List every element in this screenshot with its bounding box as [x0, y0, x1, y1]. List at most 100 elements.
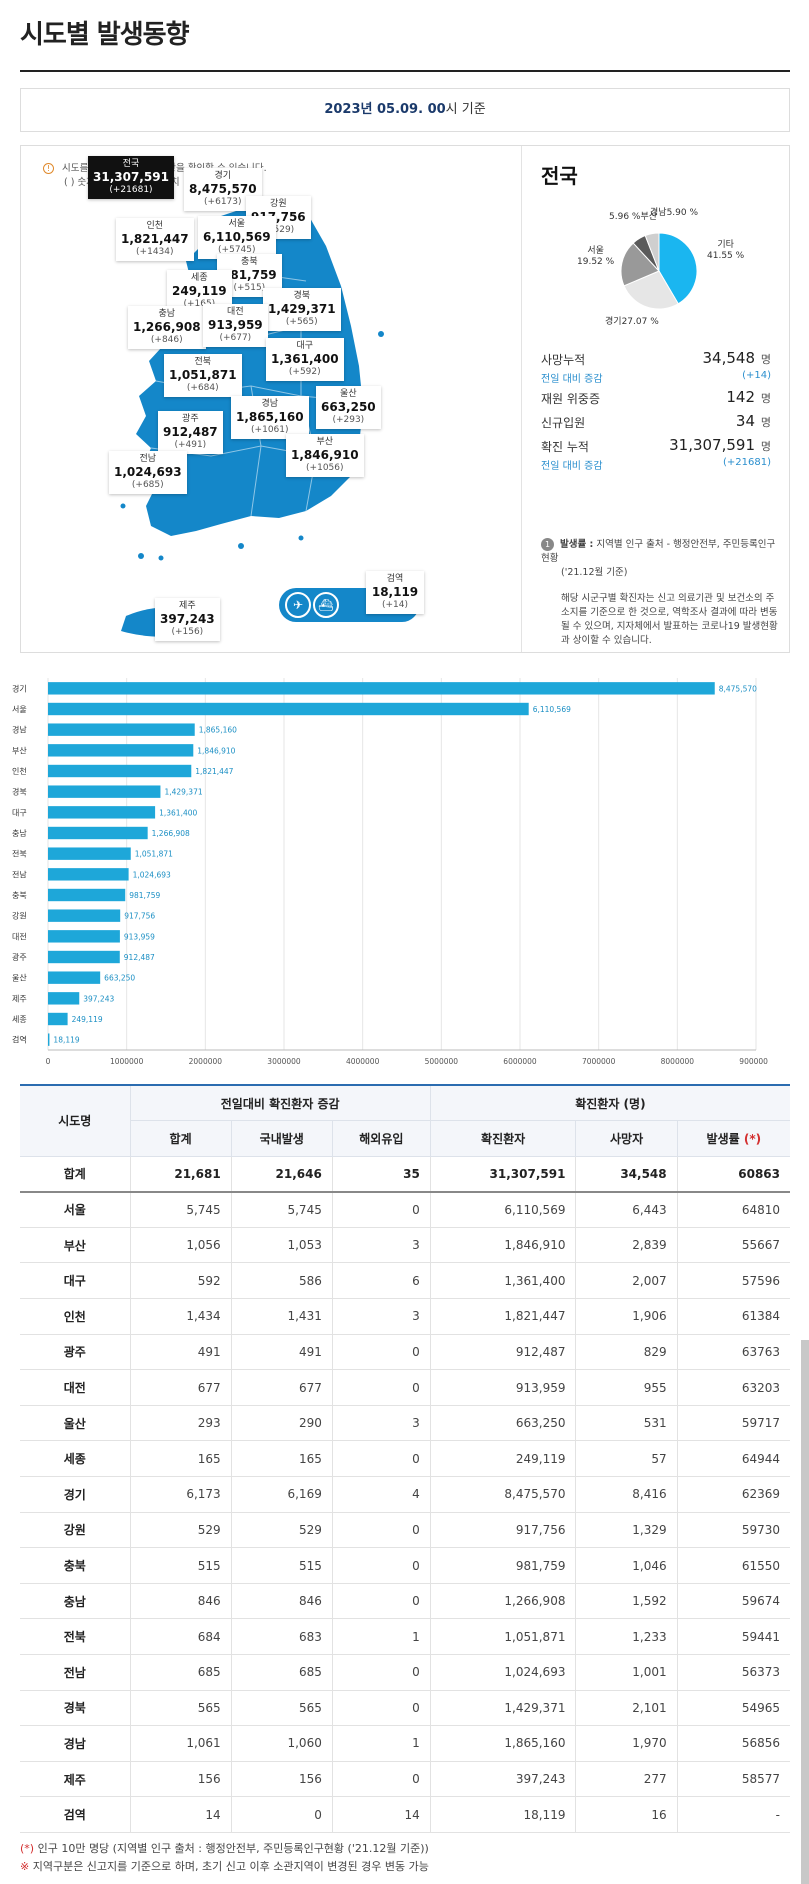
table-cell: 34,548 — [575, 1155, 678, 1193]
table-cell: 60863 — [676, 1155, 790, 1193]
region-label-gyeongnam[interactable]: 경남 1,865,160 (+1061) — [231, 396, 309, 439]
y-category-label: 충북 — [12, 891, 27, 900]
pie-label-etc: 기타 41.55 % — [707, 240, 745, 261]
bar[interactable] — [48, 971, 101, 984]
region-label-ulsan[interactable]: 울산 663,250 (+293) — [316, 386, 381, 429]
table-row: 인천 1,434 1,431 3 1,821,447 1,906 61384 — [20, 1298, 790, 1335]
bar[interactable] — [48, 702, 529, 716]
table-cell: 6,173 — [129, 1476, 232, 1513]
bar[interactable] — [48, 847, 131, 860]
table-cell: 565 — [129, 1689, 232, 1727]
table-cell: 515 — [230, 1547, 333, 1584]
table-cell: 14 — [331, 1796, 431, 1833]
table-cell: 515 — [129, 1547, 232, 1584]
bar[interactable] — [48, 785, 161, 798]
table-cell: 565 — [230, 1689, 333, 1727]
table-cell: 0 — [331, 1547, 431, 1584]
table-cell: 829 — [575, 1333, 678, 1371]
cell-region: 강원 — [20, 1511, 131, 1549]
table-cell: 1,060 — [230, 1725, 333, 1762]
table-cell: 4 — [331, 1476, 431, 1513]
bar[interactable] — [48, 888, 126, 902]
cell-region: 전남 — [20, 1654, 131, 1691]
region-label-quarantine[interactable]: 검역 18,119 (+14) — [366, 571, 424, 614]
table-cell: 1,051,871 — [429, 1618, 577, 1655]
bar[interactable] — [48, 992, 80, 1005]
bar[interactable] — [48, 868, 129, 881]
table-cell: 529 — [129, 1511, 232, 1549]
bar[interactable] — [48, 826, 148, 840]
info-number-icon: 1 — [541, 538, 554, 551]
pie-label-gyeonggi: 경기27.07 % — [605, 317, 659, 327]
table-cell: 677 — [230, 1369, 333, 1406]
bar[interactable] — [48, 764, 192, 778]
table-cell: 3 — [331, 1298, 431, 1335]
y-category-label: 서울 — [12, 705, 27, 714]
table-cell: 684 — [129, 1618, 232, 1655]
bar[interactable] — [48, 682, 715, 695]
bar[interactable] — [48, 930, 120, 943]
table-cell: 2,101 — [575, 1689, 678, 1727]
region-label-chungnam[interactable]: 충남 1,266,908 (+846) — [128, 306, 206, 349]
cell-region: 합계 — [20, 1155, 131, 1193]
region-label-incheon[interactable]: 인천 1,821,447 (+1434) — [116, 218, 194, 261]
bar[interactable] — [48, 744, 194, 757]
cell-region: 부산 — [20, 1226, 131, 1264]
title-divider — [20, 70, 790, 72]
y-category-label: 충남 — [12, 829, 27, 838]
y-category-label: 검역 — [12, 1035, 27, 1045]
ulleungdo-island — [378, 331, 384, 337]
region-label-sejong[interactable]: 세종 249,119 (+165) — [167, 270, 232, 313]
region-bar-chart: 0 1000000 2000000 3000000 4000000 5000000 6000… — [12, 678, 768, 1066]
table-cell: 683 — [230, 1618, 333, 1655]
table-row: 울산 293 290 3 663,250 531 59717 — [20, 1404, 790, 1442]
table-cell: 56856 — [676, 1725, 790, 1762]
region-label-daejeon[interactable]: 대전 913,959 (+677) — [203, 304, 268, 347]
cell-region: 경북 — [20, 1689, 131, 1727]
region-label-jeonnam[interactable]: 전남 1,024,693 (+685) — [109, 451, 187, 494]
table-cell: 1,266,908 — [429, 1582, 577, 1620]
region-label-jeonbuk[interactable]: 전북 1,051,871 (+684) — [164, 354, 242, 397]
region-label-busan[interactable]: 부산 1,846,910 (+1056) — [286, 434, 364, 477]
bar[interactable] — [48, 723, 195, 736]
pie-slice — [620, 242, 660, 287]
table-row: 검역 14 0 14 18,119 16- — [20, 1796, 790, 1833]
pie-slice — [644, 232, 660, 272]
region-label-gwangju[interactable]: 광주 912,487 (+491) — [158, 411, 223, 454]
bar-value-label: 913,959 — [124, 932, 155, 941]
table-cell: 0 — [331, 1191, 431, 1228]
bar-value-label: 1,361,400 — [159, 808, 197, 817]
table-cell: 8,475,570 — [429, 1476, 577, 1513]
bar[interactable] — [48, 806, 156, 819]
table-cell: 1,434 — [129, 1298, 232, 1335]
coast-island — [138, 553, 144, 559]
page-scrollbar[interactable] — [801, 1340, 809, 1884]
table-cell: 18,119 — [429, 1796, 577, 1833]
x-tick-label: 5000000 — [425, 1057, 459, 1066]
coast-island — [120, 503, 126, 509]
table-row: 충남 846 846 0 1,266,908 1,592 59674 — [20, 1582, 790, 1620]
table-cell: 1,970 — [575, 1725, 678, 1762]
region-label-seoul[interactable]: 서울 6,110,569 (+5745) — [198, 216, 276, 259]
bar[interactable] — [48, 1012, 68, 1026]
map-panel: !시도를 클릭하시면 상세 현황을 확인할 수 있습니다. ( ) 숫자는 전일… — [20, 145, 790, 653]
bar[interactable] — [48, 950, 120, 964]
x-tick-label: 2000000 — [189, 1057, 223, 1066]
table-row: 전남 685 685 0 1,024,693 1,001 56373 — [20, 1654, 790, 1691]
table-cell: 59674 — [676, 1582, 790, 1620]
region-label-daegu[interactable]: 대구 1,361,400 (+592) — [266, 338, 344, 381]
cell-region: 경남 — [20, 1725, 131, 1762]
page-title: 시도별 발생동향 — [20, 20, 189, 50]
bar-value-label: 8,475,570 — [719, 684, 757, 693]
table-cell: 63763 — [676, 1333, 790, 1371]
table-cell: 2,839 — [575, 1226, 678, 1264]
region-label-gyeongbuk[interactable]: 경북 1,429,371 (+565) — [263, 288, 341, 331]
bar[interactable] — [48, 1033, 50, 1046]
table-cell: 21,681 — [129, 1155, 232, 1193]
bar[interactable] — [48, 909, 121, 922]
source-description: 해당 시군구별 확진자는 신고 의료기관 및 보건소의 주소지를 기준으로 한 … — [561, 593, 778, 646]
region-label-national[interactable]: 전국 31,307,591 (+21681) — [88, 156, 174, 199]
region-label-jeju[interactable]: 제주 397,243 (+156) — [155, 598, 220, 641]
table-cell: 677 — [129, 1369, 232, 1406]
table-cell: 156 — [129, 1760, 232, 1798]
